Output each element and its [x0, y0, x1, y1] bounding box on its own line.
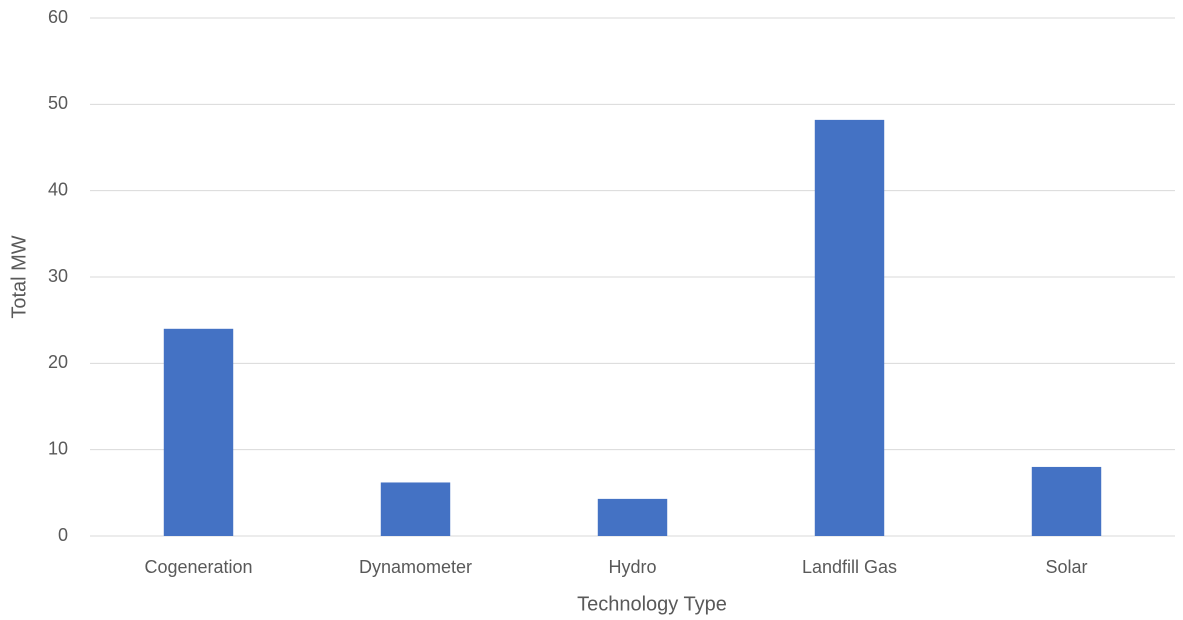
x-tick-label: Hydro [608, 557, 656, 577]
y-tick-label: 30 [48, 266, 68, 286]
y-tick-label: 20 [48, 352, 68, 372]
x-tick-label: Cogeneration [144, 557, 252, 577]
y-tick-label: 60 [48, 7, 68, 27]
x-axis-title: Technology Type [577, 593, 727, 615]
bar [597, 498, 668, 536]
y-tick-label: 40 [48, 179, 68, 199]
x-tick-label: Solar [1045, 557, 1087, 577]
bar [1031, 466, 1102, 536]
y-tick-label: 10 [48, 438, 68, 458]
x-tick-label: Landfill Gas [802, 557, 897, 577]
x-tick-label: Dynamometer [359, 557, 472, 577]
bar [380, 482, 451, 536]
y-tick-label: 50 [48, 93, 68, 113]
y-axis-title: Total MW [8, 235, 30, 318]
y-tick-label: 0 [58, 525, 68, 545]
bar [814, 119, 885, 536]
bar [163, 328, 234, 536]
